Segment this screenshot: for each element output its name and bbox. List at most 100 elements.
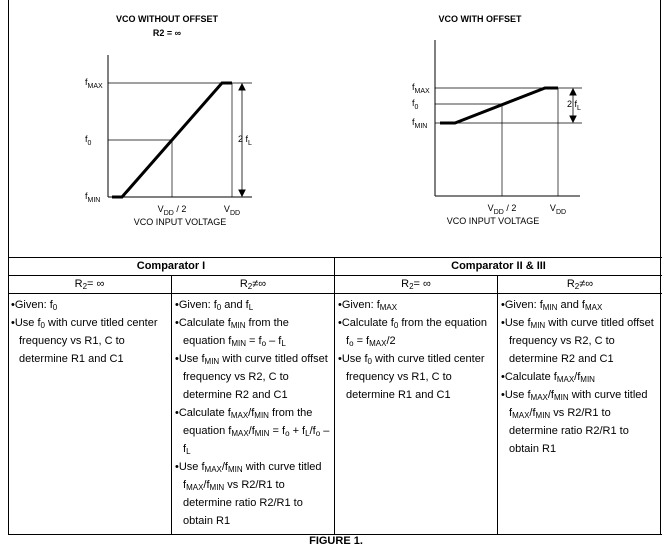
bullet-item: •Calculate fMAX/fMIN from the equation f…: [175, 404, 331, 458]
text-part: V: [488, 203, 494, 213]
bullet-item: •Given: f0: [11, 296, 168, 314]
subscript: L: [248, 140, 252, 147]
text-part: R: [566, 278, 575, 290]
text-part: R: [74, 278, 83, 290]
text-part: – f: [266, 335, 282, 347]
subscript: o: [315, 429, 321, 438]
text-part: /f: [547, 389, 554, 401]
text-part: and f: [221, 299, 249, 311]
sub-header: R2≠∞: [172, 276, 335, 294]
text-part: f: [412, 117, 415, 127]
subscript: MIN: [231, 339, 246, 348]
y-label: fMAX: [85, 77, 103, 90]
subscript: MIN: [254, 429, 270, 438]
subscript: MIN: [88, 197, 101, 204]
subscript: MIN: [228, 465, 243, 474]
subscript: MAX: [88, 83, 104, 90]
subscript: 0: [88, 140, 92, 147]
text-part: ≠∞: [252, 278, 267, 290]
bullet-item: •Calculate f0 from the equation fo = fMA…: [338, 314, 494, 350]
text-part: •Calculate f: [175, 317, 231, 329]
subscript: MIN: [542, 303, 558, 312]
subscript: MAX: [530, 393, 548, 402]
text-part: 2 f: [238, 134, 249, 144]
group-header: Comparator I: [8, 258, 335, 276]
text-part: /f: [529, 407, 536, 419]
subscript: 0: [415, 104, 419, 111]
x-label: VDD / 2: [488, 203, 517, 216]
range-label: 2 fL: [567, 99, 581, 112]
y-label: fMIN: [85, 191, 100, 204]
range-label: 2 fL: [238, 134, 252, 147]
text-part: •Given: f: [175, 299, 217, 311]
bullet-item: •Use fMAX/fMIN with curve titled fMAX/fM…: [501, 386, 659, 458]
x-label: VDD: [550, 203, 566, 216]
text-part: vs R2/R1 to determine ratio R2/R1 to obt…: [183, 479, 303, 527]
text-part: f: [412, 98, 415, 108]
sub-header: R2= ∞: [8, 276, 172, 294]
transfer-curve: [440, 86, 558, 125]
left-chart: [107, 55, 252, 199]
subscript: MAX: [369, 339, 387, 348]
subscript: MAX: [379, 303, 398, 312]
bullet-item: •Given: f0 and fL: [175, 296, 331, 314]
y-label: fMAX: [412, 82, 430, 95]
bullet-item: •Calculate fMAX/fMIN: [501, 368, 659, 386]
y-label: f0: [412, 98, 419, 111]
text-part: •Use f: [11, 317, 41, 329]
subscript: MIN: [535, 411, 551, 420]
subscript: MAX: [204, 465, 222, 474]
text-part: with curve titled f: [509, 389, 648, 419]
text-part: and f: [557, 299, 585, 311]
subscript: DD: [556, 209, 566, 216]
group-header: Comparator II & III: [335, 258, 662, 276]
text-part: from the equation f: [346, 317, 487, 347]
table-cell: •Given: fMAX •Calculate f0 from the equat…: [335, 294, 498, 535]
subscript: 0: [40, 321, 45, 330]
subscript: MAX: [186, 483, 204, 492]
text-part: from the equation f: [183, 407, 313, 437]
text-part: 2 f: [567, 99, 578, 109]
footer: FIGURE 1.: [309, 535, 363, 547]
text-part: /f: [203, 479, 210, 491]
subscript: o: [261, 339, 267, 348]
text-part: with curve titled f: [183, 461, 322, 491]
bullet-item: •Given: fMIN and fMAX: [501, 296, 659, 314]
text-part: ≠∞: [579, 278, 594, 290]
subscript: MAX: [415, 88, 431, 95]
subscript: 0: [367, 357, 372, 366]
subscript: MAX: [512, 411, 530, 420]
text-part: •Use f: [175, 353, 205, 365]
text-part: •Use f: [175, 461, 205, 473]
text-part: •Use f: [501, 317, 531, 329]
text-part: /f: [248, 407, 255, 419]
table-cell: •Given: f0 and fL •Calculate f MIN from th…: [172, 294, 335, 535]
text-part: = ∞: [413, 278, 431, 290]
text-part: with curve titled offset frequency vs R2…: [183, 353, 328, 401]
text-part: •Calculate f: [338, 317, 394, 329]
y-label: fMIN: [412, 117, 427, 130]
x-axis-label: VCO INPUT VOLTAGE: [447, 216, 540, 226]
right-chart: [434, 40, 582, 197]
text-part: V: [158, 204, 164, 214]
arrow-heads: [238, 82, 246, 198]
x-label: VDD: [224, 204, 240, 217]
subscript: MAX: [231, 429, 249, 438]
text-part: R: [239, 278, 248, 290]
subscript: L: [248, 303, 254, 312]
subscript: 0: [216, 303, 222, 312]
subscript: MIN: [209, 483, 225, 492]
subscript: DD: [494, 209, 504, 216]
subscript: MIN: [554, 393, 569, 402]
subscript: MAX: [230, 411, 249, 420]
subscript: MIN: [530, 321, 546, 330]
subscript: 2: [82, 282, 88, 291]
subscript: 2: [409, 282, 414, 291]
subscript: MIN: [204, 357, 220, 366]
table-cell: •Given: fMIN and fMAX •Use fMIN with curv…: [498, 294, 662, 535]
text-part: /2: [386, 335, 396, 347]
bullet-item: •Use fMAX/fMIN with curve titled fMAX/fM…: [175, 458, 331, 530]
table-cell: •Given: f0 •Use f0 with curve titled cent…: [8, 294, 172, 535]
